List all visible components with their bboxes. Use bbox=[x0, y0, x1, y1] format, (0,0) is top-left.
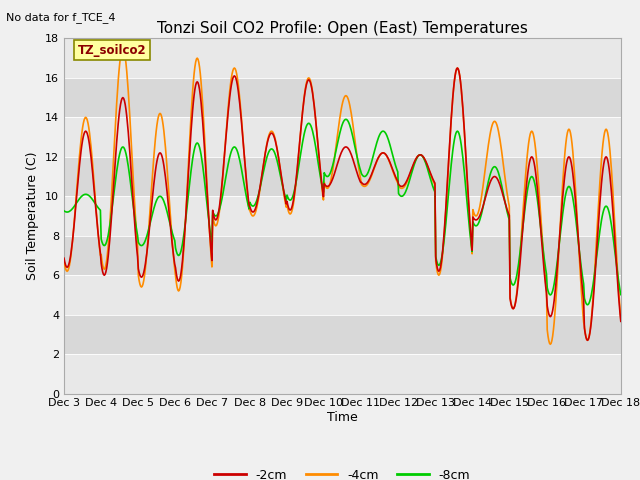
Bar bbox=[64, 275, 621, 315]
Text: No data for f_TCE_4: No data for f_TCE_4 bbox=[6, 12, 116, 23]
Title: Tonzi Soil CO2 Profile: Open (East) Temperatures: Tonzi Soil CO2 Profile: Open (East) Temp… bbox=[157, 21, 528, 36]
Bar bbox=[64, 38, 621, 78]
Bar bbox=[64, 157, 621, 196]
Bar bbox=[64, 78, 621, 117]
Bar bbox=[64, 354, 621, 394]
Bar bbox=[64, 236, 621, 275]
Bar bbox=[64, 117, 621, 157]
Text: TZ_soilco2: TZ_soilco2 bbox=[78, 44, 147, 57]
Legend: -2cm, -4cm, -8cm: -2cm, -4cm, -8cm bbox=[209, 464, 476, 480]
Bar bbox=[64, 196, 621, 236]
Bar bbox=[64, 315, 621, 354]
X-axis label: Time: Time bbox=[327, 411, 358, 424]
Y-axis label: Soil Temperature (C): Soil Temperature (C) bbox=[26, 152, 40, 280]
